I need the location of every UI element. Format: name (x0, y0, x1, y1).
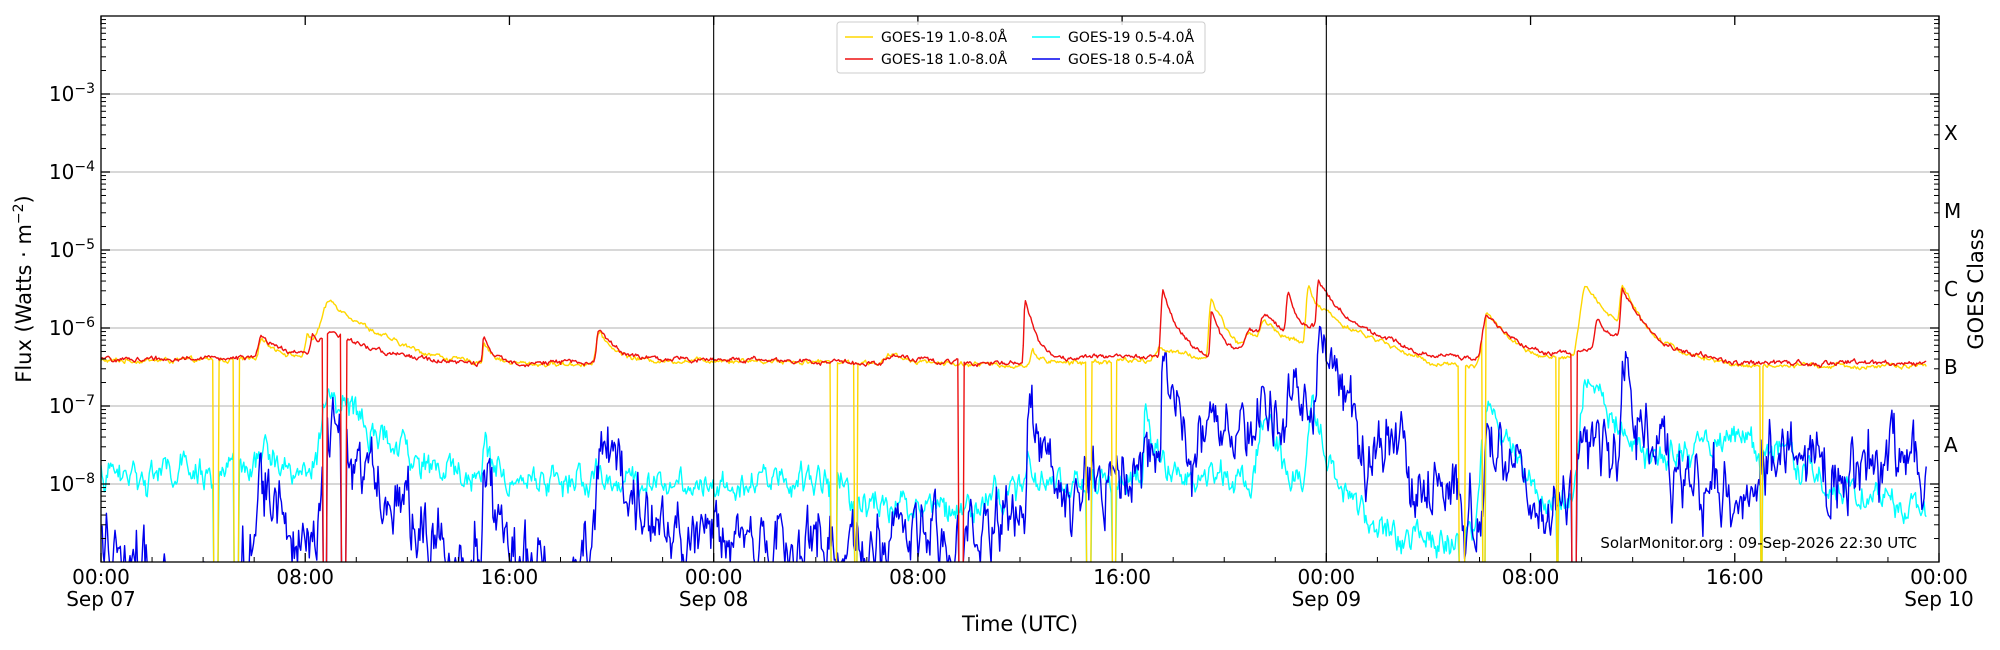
legend-label-goes19-short: GOES-19 0.5-4.0Å (1068, 29, 1194, 46)
legend: GOES-19 1.0-8.0Å GOES-18 1.0-8.0Å GOES-1… (836, 21, 1206, 74)
legend-label-goes18-long: GOES-18 1.0-8.0Å (881, 51, 1007, 68)
x-axis-title: Time (UTC) (961, 612, 1078, 636)
goes-class-A: A (1944, 433, 1958, 457)
y-tick-label-1: 10−7 (49, 393, 95, 418)
x-tick-date-0: Sep 07 (66, 587, 136, 611)
series-line-2 (101, 378, 1927, 562)
series-line-3 (101, 325, 1927, 562)
goes-class-X: X (1944, 121, 1958, 145)
legend-label-goes18-short: GOES-18 0.5-4.0Å (1068, 51, 1194, 68)
x-tick-time-7: 08:00 (1502, 565, 1560, 589)
x-tick-time-1: 08:00 (276, 565, 334, 589)
y-tick-label-2: 10−6 (49, 315, 95, 340)
y-tick-label-0: 10−8 (49, 471, 95, 496)
legend-box (836, 21, 1206, 74)
goes-class-B: B (1944, 355, 1958, 379)
y-tick-label-5: 10−3 (49, 81, 95, 106)
watermark: SolarMonitor.org : 09-Sep-2026 22:30 UTC (1600, 534, 1917, 552)
y-tick-labels: 10−8 10−7 10−6 10−5 10−4 10−3 (49, 81, 95, 496)
right-axis-title: GOES Class (1964, 228, 1988, 349)
goes-class-M: M (1944, 199, 1961, 223)
day-boundary-lines (713, 16, 1327, 562)
legend-label-goes19-long: GOES-19 1.0-8.0Å (881, 29, 1007, 46)
y-tick-label-3: 10−5 (49, 237, 95, 262)
x-tick-date-6: Sep 09 (1292, 587, 1362, 611)
series-line-0 (101, 284, 1927, 562)
x-tick-time-8: 16:00 (1706, 565, 1764, 589)
x-tick-time-9: 00:00 (1910, 565, 1968, 589)
x-tick-date-3: Sep 08 (679, 587, 749, 611)
x-tick-time-0: 00:00 (72, 565, 130, 589)
x-tick-time-4: 08:00 (889, 565, 947, 589)
goes-class-labels: A B C M X (1944, 121, 1961, 457)
x-tick-time-6: 00:00 (1298, 565, 1356, 589)
x-tick-time-5: 16:00 (1093, 565, 1151, 589)
x-tick-date-9: Sep 10 (1904, 587, 1974, 611)
series-layer (101, 279, 1927, 562)
goes-class-C: C (1944, 277, 1958, 301)
x-tick-time-2: 16:00 (481, 565, 539, 589)
x-tick-time-3: 00:00 (685, 565, 743, 589)
y-tick-label-4: 10−4 (49, 159, 95, 184)
axis-ticks (100, 16, 1940, 562)
series-line-1 (101, 279, 1927, 562)
y-axis-title: Flux (Watts · m−2) (11, 195, 36, 383)
